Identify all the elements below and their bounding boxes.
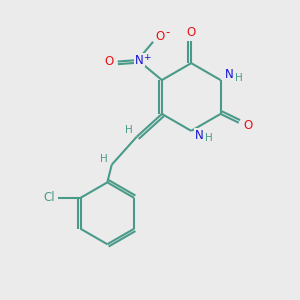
Text: +: + (143, 52, 150, 62)
Text: N: N (135, 53, 144, 67)
Text: -: - (166, 26, 170, 40)
Text: O: O (155, 30, 164, 43)
Text: H: H (235, 73, 243, 83)
Text: H: H (205, 133, 213, 143)
Text: N: N (195, 129, 204, 142)
Text: O: O (105, 55, 114, 68)
Text: H: H (124, 125, 132, 135)
Text: Cl: Cl (43, 191, 55, 204)
Text: H: H (100, 154, 107, 164)
Text: N: N (225, 68, 234, 81)
Text: O: O (244, 119, 253, 132)
Text: O: O (187, 26, 196, 39)
